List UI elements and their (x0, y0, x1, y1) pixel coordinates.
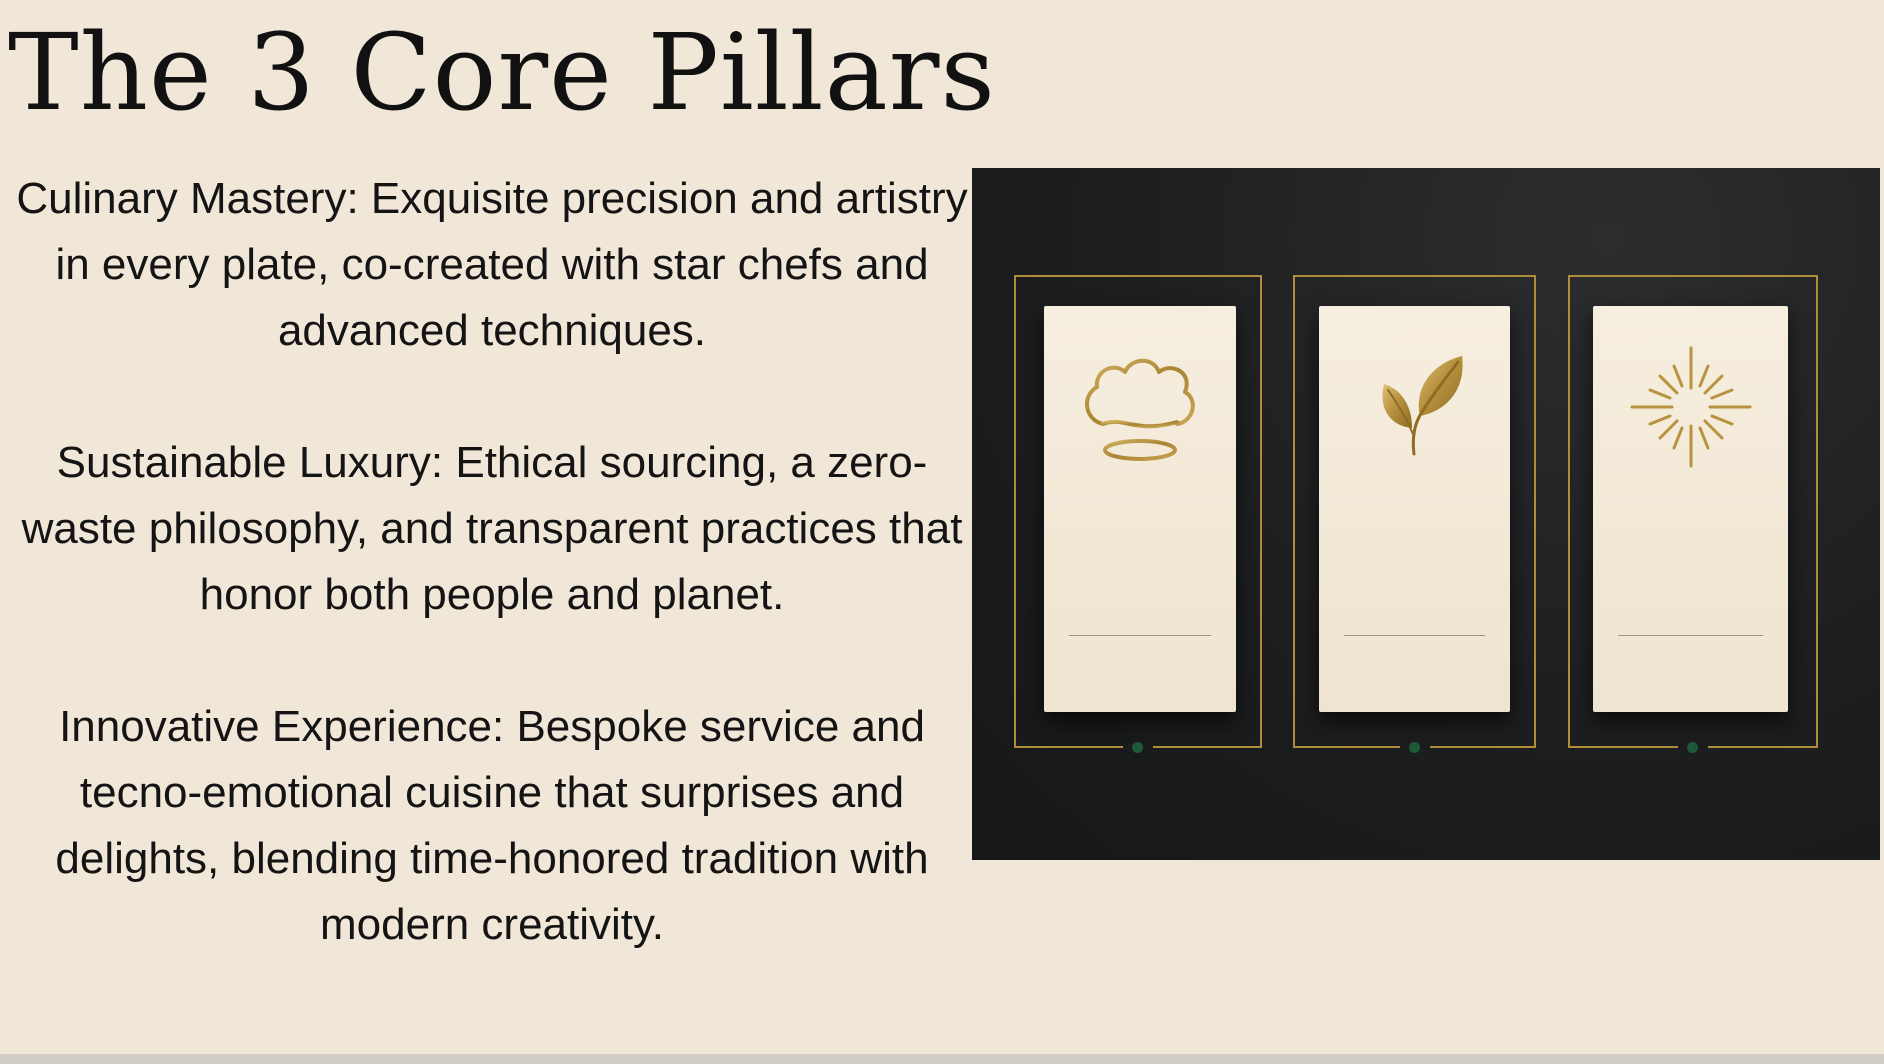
card-innovative (1593, 306, 1788, 712)
chef-hat-icon (1075, 342, 1205, 472)
pillar-innovative-experience: Innovative Experience: Bespoke service a… (55, 702, 929, 949)
sunburst-icon (1626, 342, 1756, 472)
green-dot (1687, 742, 1698, 753)
green-dot (1132, 742, 1143, 753)
pillar-sustainable-luxury: Sustainable Luxury: Ethical sourcing, a … (21, 438, 963, 619)
card-culinary (1044, 306, 1236, 712)
card-divider (1618, 635, 1763, 636)
pillars-illustration (972, 168, 1880, 860)
pillar-culinary-mastery: Culinary Mastery: Exquisite precision an… (16, 174, 968, 355)
card-divider (1069, 635, 1211, 636)
gold-frame (1293, 275, 1536, 753)
card-sustainable (1319, 306, 1510, 712)
pillars-text: Culinary Mastery: Exquisite precision an… (14, 166, 970, 1024)
slide-title: The 3 Core Pillars (8, 11, 996, 134)
card-divider (1344, 635, 1485, 636)
green-dot (1408, 742, 1420, 753)
slide-bottom-edge (0, 1054, 1884, 1064)
gold-frame (1014, 275, 1262, 753)
leaf-icon (1350, 342, 1480, 472)
gold-frame (1568, 275, 1818, 753)
